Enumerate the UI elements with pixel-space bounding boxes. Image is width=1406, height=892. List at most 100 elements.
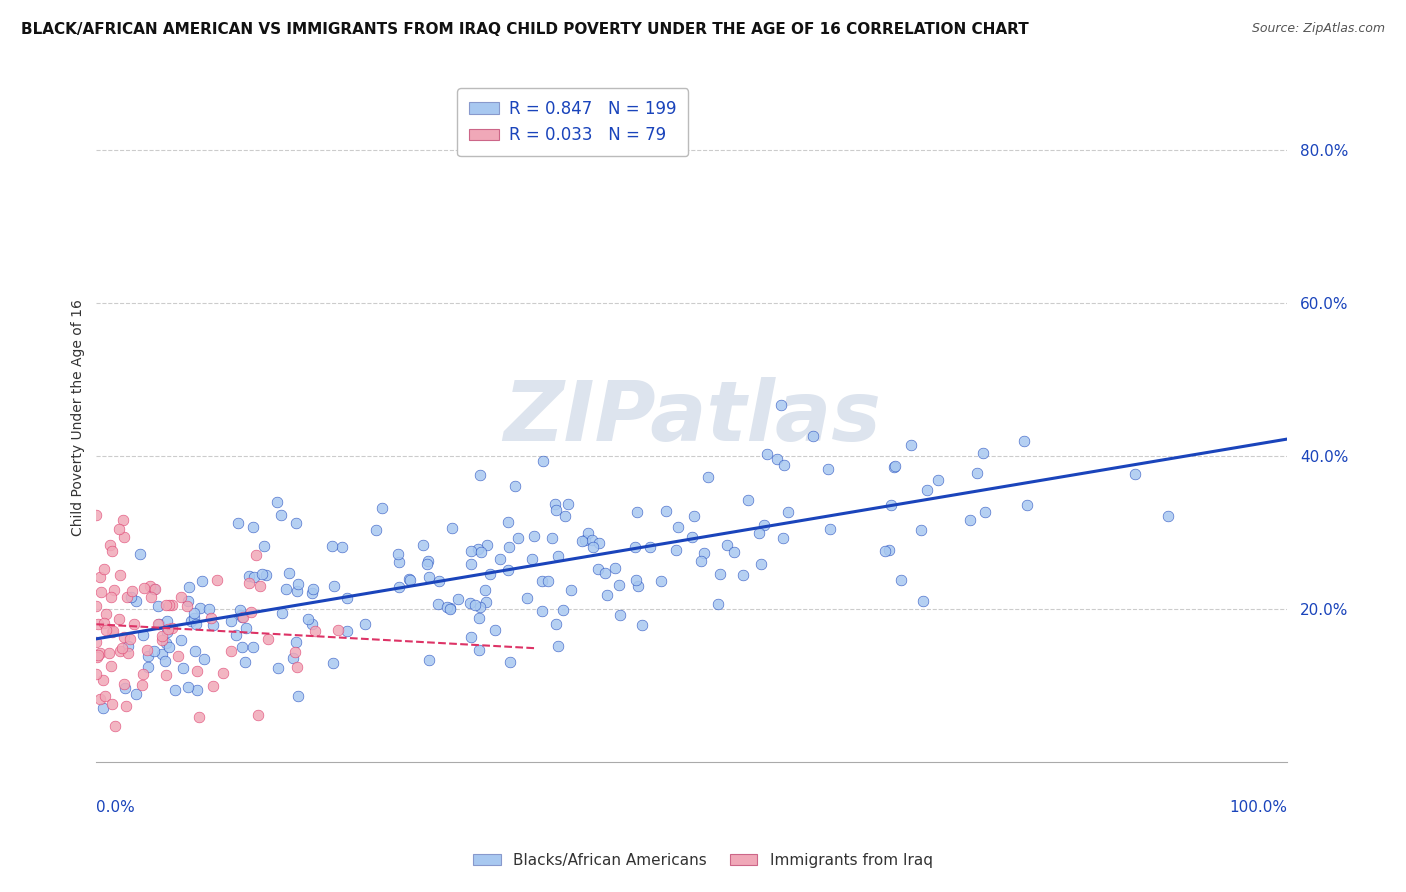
Point xyxy=(631,618,654,632)
Point xyxy=(467,542,489,557)
Point xyxy=(87,648,110,662)
Point xyxy=(155,599,177,613)
Point xyxy=(474,595,496,609)
Point xyxy=(531,454,554,468)
Point xyxy=(186,665,208,679)
Point xyxy=(441,520,464,534)
Point xyxy=(336,624,359,638)
Point xyxy=(470,600,492,615)
Point xyxy=(554,508,576,523)
Point xyxy=(243,569,266,583)
Point xyxy=(474,582,496,597)
Legend: Blacks/African Americans, Immigrants from Iraq: Blacks/African Americans, Immigrants fro… xyxy=(467,847,939,873)
Point xyxy=(301,586,323,600)
Point xyxy=(489,552,512,566)
Point xyxy=(115,699,138,714)
Point xyxy=(883,460,905,475)
Point xyxy=(111,513,134,527)
Point xyxy=(484,623,506,637)
Text: 100.0%: 100.0% xyxy=(1229,799,1286,814)
Point xyxy=(875,544,897,558)
Point xyxy=(571,534,593,549)
Point xyxy=(93,615,115,630)
Point xyxy=(415,558,437,572)
Point xyxy=(101,544,124,558)
Point xyxy=(150,629,173,643)
Point xyxy=(460,543,482,558)
Point xyxy=(817,462,839,476)
Point xyxy=(560,583,582,598)
Point xyxy=(90,585,112,599)
Point xyxy=(254,568,277,582)
Point xyxy=(506,531,529,545)
Point xyxy=(516,591,538,605)
Point xyxy=(184,644,207,658)
Point xyxy=(427,574,450,588)
Point xyxy=(336,591,359,605)
Point xyxy=(231,640,253,654)
Point xyxy=(546,617,568,632)
Point xyxy=(239,605,262,619)
Point xyxy=(148,617,170,632)
Point xyxy=(666,520,689,534)
Point xyxy=(366,523,388,537)
Point xyxy=(426,598,449,612)
Point xyxy=(207,573,229,587)
Point xyxy=(544,502,567,516)
Point xyxy=(557,497,579,511)
Text: ZIPatlas: ZIPatlas xyxy=(503,377,880,458)
Point xyxy=(588,535,610,549)
Point xyxy=(972,446,994,460)
Point xyxy=(108,612,131,626)
Point xyxy=(157,640,180,654)
Point xyxy=(117,639,139,653)
Point xyxy=(537,574,560,588)
Legend: R = 0.847   N = 199, R = 0.033   N = 79: R = 0.847 N = 199, R = 0.033 N = 79 xyxy=(457,88,688,156)
Point xyxy=(128,547,150,561)
Point xyxy=(108,644,131,658)
Point xyxy=(323,579,346,593)
Point xyxy=(974,505,997,519)
Point xyxy=(250,567,273,582)
Point xyxy=(523,529,546,543)
Point xyxy=(468,643,491,657)
Point xyxy=(225,628,247,642)
Point xyxy=(609,607,631,622)
Point xyxy=(132,581,155,595)
Point xyxy=(165,683,187,698)
Point xyxy=(155,668,177,682)
Point xyxy=(242,640,264,654)
Point xyxy=(285,660,308,674)
Point xyxy=(387,555,409,569)
Point xyxy=(120,590,142,604)
Point xyxy=(464,599,486,613)
Point xyxy=(278,566,301,580)
Point xyxy=(177,580,200,594)
Point xyxy=(966,467,988,481)
Point xyxy=(301,617,323,632)
Point xyxy=(170,633,193,648)
Point xyxy=(737,493,759,508)
Point xyxy=(297,612,319,626)
Point xyxy=(520,552,543,566)
Point xyxy=(574,533,596,547)
Point xyxy=(120,632,142,647)
Point xyxy=(772,458,794,472)
Point xyxy=(304,624,326,638)
Point xyxy=(479,567,502,582)
Point xyxy=(94,623,117,637)
Point xyxy=(122,617,145,632)
Text: BLACK/AFRICAN AMERICAN VS IMMIGRANTS FROM IRAQ CHILD POVERTY UNDER THE AGE OF 16: BLACK/AFRICAN AMERICAN VS IMMIGRANTS FRO… xyxy=(21,22,1029,37)
Point xyxy=(733,567,755,582)
Point xyxy=(86,616,108,631)
Point xyxy=(578,525,600,540)
Point xyxy=(180,614,202,628)
Point xyxy=(150,647,173,661)
Point xyxy=(117,646,139,660)
Point xyxy=(270,508,292,522)
Point xyxy=(581,533,603,548)
Point xyxy=(770,398,793,412)
Point xyxy=(103,582,125,597)
Point xyxy=(139,591,162,605)
Point xyxy=(125,594,148,608)
